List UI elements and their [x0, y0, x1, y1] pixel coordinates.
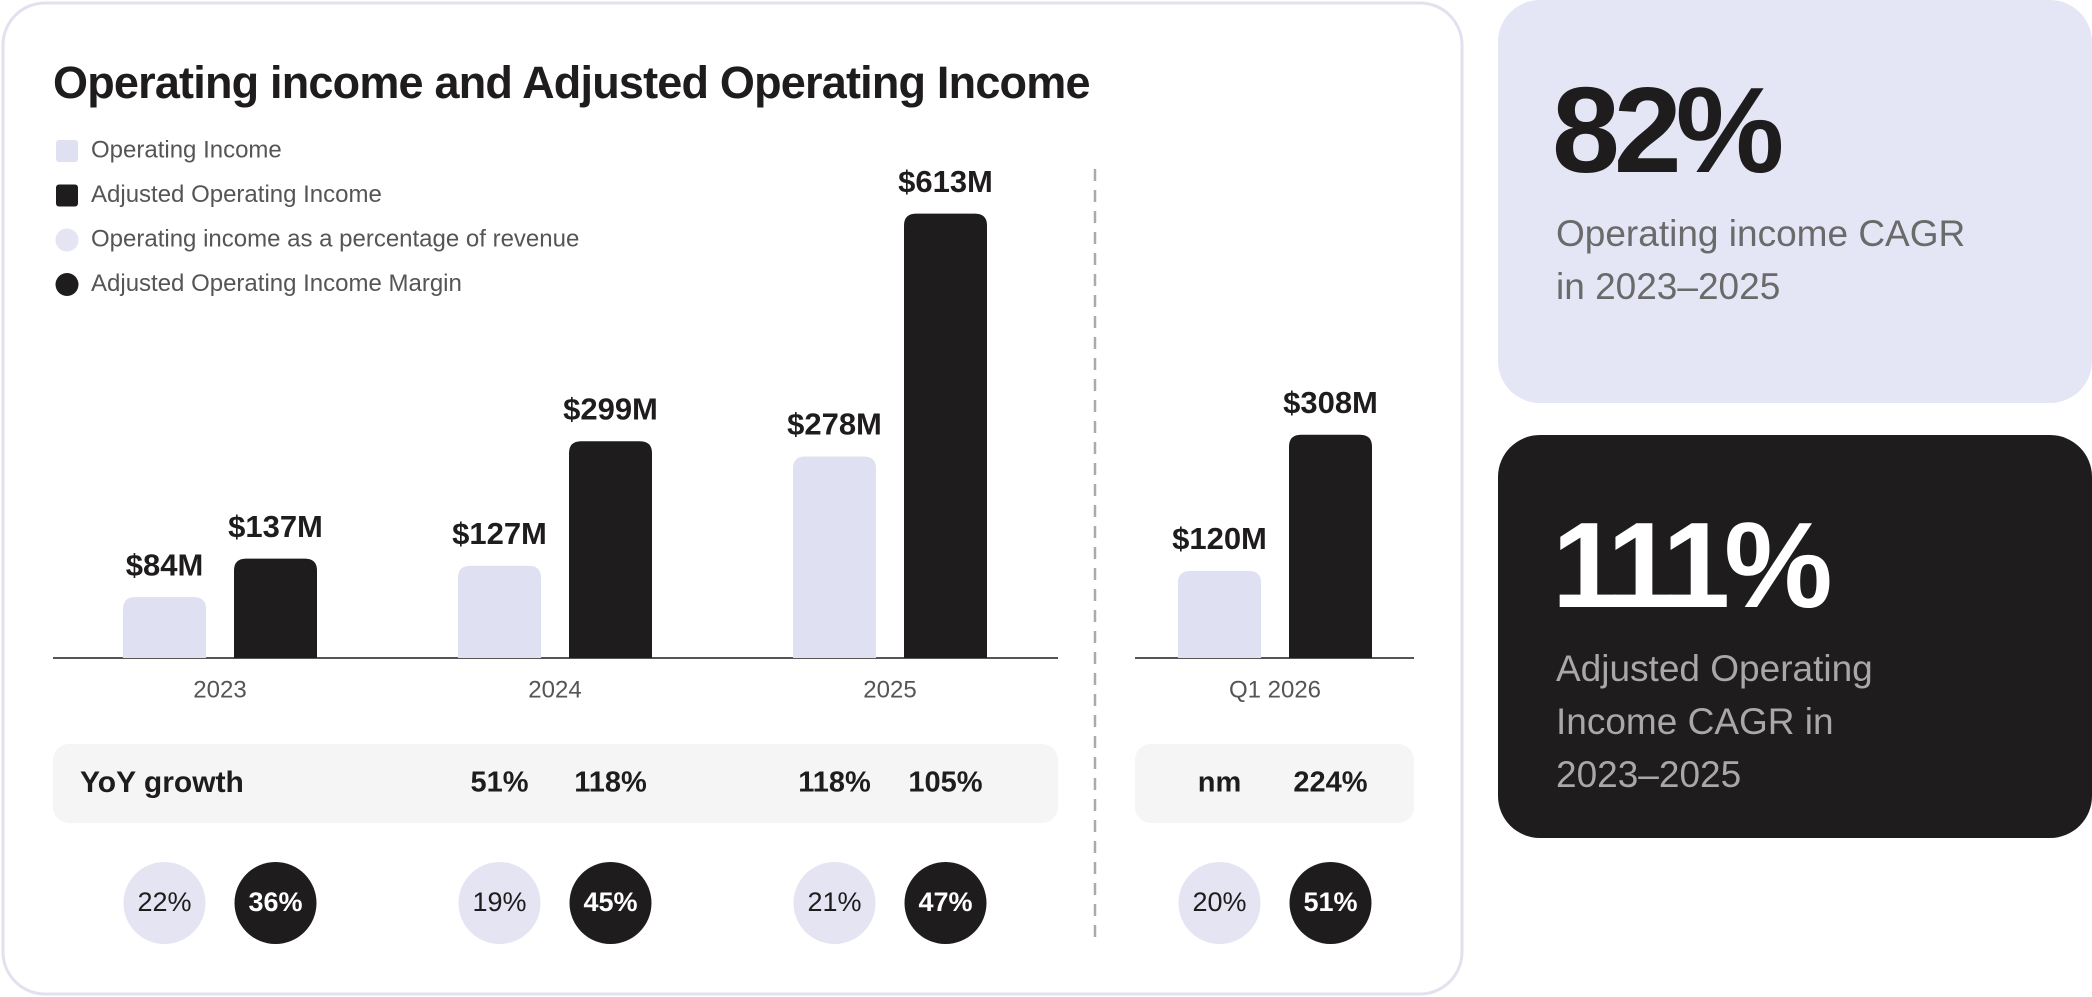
value-label: $308M — [1283, 385, 1378, 420]
yoy-value: 118% — [574, 767, 647, 799]
legend-marker — [56, 184, 78, 207]
yoy-row — [1135, 744, 1414, 823]
legend-label: Adjusted Operating Income Margin — [91, 270, 462, 297]
yoy-value: nm — [1198, 767, 1242, 799]
margin-marker — [904, 862, 987, 944]
bar — [1178, 571, 1261, 658]
margin-label: 45% — [583, 887, 637, 917]
chart-title: Operating income and Adjusted Operating … — [53, 57, 1090, 108]
margin-label: 47% — [918, 887, 972, 917]
margin-marker — [1178, 862, 1261, 944]
yoy-row — [53, 744, 1058, 823]
margin-label: 20% — [1192, 887, 1246, 917]
value-label: $137M — [228, 509, 323, 544]
bar — [234, 558, 317, 658]
value-label: $84M — [126, 547, 204, 582]
stat-value: 82% — [1552, 62, 1782, 198]
value-label: $127M — [452, 516, 547, 551]
stat-label: in 2023–2025 — [1556, 266, 1780, 307]
bar — [793, 456, 876, 658]
yoy-value: 224% — [1293, 767, 1367, 799]
margin-marker — [123, 862, 206, 944]
margin-marker — [569, 862, 652, 944]
margin-label: 51% — [1303, 887, 1357, 917]
x-tick-label: 2024 — [528, 676, 581, 703]
bar — [904, 213, 987, 658]
stat-value: 111% — [1552, 497, 1830, 633]
bar — [123, 597, 206, 658]
legend-marker — [55, 228, 79, 252]
yoy-value: 105% — [908, 767, 982, 799]
legend-marker — [55, 273, 79, 296]
margin-label: 21% — [807, 887, 861, 917]
value-label: $299M — [563, 391, 658, 426]
stat-card — [1498, 0, 2092, 403]
margin-label: 19% — [472, 887, 526, 917]
legend-label: Adjusted Operating Income — [91, 181, 382, 208]
legend-label: Operating income as a percentage of reve… — [91, 225, 579, 252]
legend-marker — [56, 140, 78, 162]
legend-label: Operating Income — [91, 136, 282, 163]
bar — [569, 441, 652, 658]
margin-label: 22% — [137, 887, 191, 917]
stat-label: Income CAGR in — [1556, 701, 1834, 742]
x-tick-label: 2023 — [193, 676, 246, 703]
x-tick-label: 2025 — [863, 676, 916, 703]
value-label: $120M — [1172, 521, 1267, 556]
margin-label: 36% — [248, 887, 302, 917]
value-label: $278M — [787, 407, 882, 442]
margin-marker — [793, 862, 876, 944]
yoy-value: 118% — [798, 767, 871, 799]
yoy-value: 51% — [470, 767, 528, 799]
margin-marker — [234, 862, 317, 944]
yoy-title: YoY growth — [80, 766, 244, 799]
stat-card — [1498, 435, 2092, 838]
x-tick-label: Q1 2026 — [1229, 676, 1321, 703]
stat-label: 2023–2025 — [1556, 754, 1741, 795]
stat-label: Operating income CAGR — [1556, 213, 1965, 254]
stat-label: Adjusted Operating — [1556, 648, 1873, 689]
bar — [458, 565, 541, 658]
margin-marker — [1289, 862, 1372, 944]
margin-marker — [458, 862, 541, 944]
value-label: $613M — [898, 164, 993, 199]
bar — [1289, 434, 1372, 658]
